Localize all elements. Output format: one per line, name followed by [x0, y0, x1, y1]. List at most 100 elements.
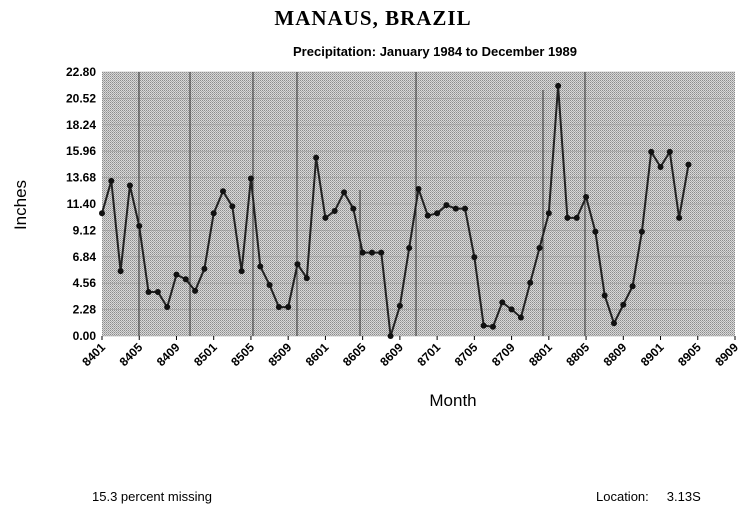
- x-tick-label: 8709: [489, 340, 518, 369]
- data-point: [117, 268, 124, 275]
- y-axis-label: Inches: [11, 180, 30, 230]
- x-tick-label: 8701: [414, 340, 443, 369]
- data-point: [601, 292, 608, 299]
- x-tick-label: 8509: [266, 340, 295, 369]
- data-point: [378, 249, 385, 256]
- y-tick-label: 6.84: [73, 250, 97, 264]
- location-value: 3.13S: [666, 489, 701, 504]
- x-tick-label: 8401: [79, 340, 108, 369]
- x-tick-label: 8501: [191, 340, 220, 369]
- data-point: [247, 175, 254, 182]
- data-point: [462, 205, 469, 212]
- data-point: [182, 276, 189, 283]
- data-point: [443, 202, 450, 209]
- data-point: [201, 265, 208, 272]
- y-tick-label: 15.96: [66, 144, 96, 158]
- data-point: [136, 223, 143, 229]
- data-point: [489, 323, 496, 330]
- data-point: [545, 210, 552, 217]
- series-layer: [99, 82, 692, 339]
- x-tick-label: 8905: [675, 340, 704, 369]
- data-point: [573, 214, 580, 221]
- y-axis: 0.00 2.28 4.56 6.84 9.12 11.40 13.68 15.96 18.24…: [66, 65, 96, 343]
- data-point: [294, 261, 301, 268]
- y-tick-label: 11.40: [67, 197, 97, 211]
- data-point: [238, 268, 245, 275]
- y-tick-label: 9.12: [73, 223, 97, 237]
- data-point: [331, 207, 338, 214]
- data-point: [610, 320, 617, 327]
- data-point: [210, 210, 217, 217]
- data-point: [676, 214, 683, 221]
- data-point: [285, 304, 292, 311]
- x-tick-label: 8705: [452, 340, 481, 369]
- location-label: Location:: [596, 489, 649, 504]
- data-point: [126, 182, 133, 189]
- data-point: [638, 228, 645, 235]
- data-point: [499, 299, 506, 306]
- data-point: [508, 306, 515, 313]
- data-point: [108, 177, 115, 184]
- y-tick-label: 22.80: [66, 65, 96, 79]
- data-point: [424, 212, 431, 219]
- y-tick-label: 20.52: [66, 91, 96, 105]
- data-point: [629, 283, 636, 290]
- data-point: [154, 289, 161, 295]
- series-line: [101, 85, 690, 337]
- x-tick-label: 8609: [377, 340, 406, 369]
- data-point: [275, 304, 282, 311]
- data-point: [480, 322, 487, 329]
- x-tick-label: 8901: [638, 340, 667, 369]
- data-point: [434, 210, 441, 217]
- data-point: [452, 205, 459, 212]
- y-tick-label: 4.56: [73, 276, 97, 290]
- data-point: [359, 249, 366, 256]
- location-info: Location: 3.13S: [596, 489, 701, 504]
- data-point: [555, 82, 562, 89]
- missing-data-note: 15.3 percent missing: [92, 489, 212, 504]
- data-point: [471, 254, 478, 261]
- data-point: [173, 271, 180, 278]
- data-point: [620, 301, 627, 308]
- data-point: [396, 302, 403, 309]
- x-axis: 8401 8405 8409 8501 8505 8509 8601 8605 8609 8701…: [79, 336, 741, 369]
- data-point: [527, 279, 534, 286]
- x-tick-label: 8605: [340, 340, 369, 369]
- data-point: [583, 194, 590, 201]
- x-tick-label: 8405: [117, 340, 146, 369]
- grid-layer: [102, 71, 735, 337]
- data-point: [368, 249, 375, 256]
- data-point: [685, 161, 692, 168]
- data-point: [257, 263, 264, 270]
- data-point: [657, 163, 664, 170]
- data-point: [536, 245, 543, 251]
- data-point: [406, 245, 413, 251]
- data-point: [266, 282, 273, 289]
- x-tick-label: 8809: [601, 340, 630, 369]
- data-point: [666, 148, 673, 155]
- data-point: [341, 189, 348, 196]
- x-tick-label: 8805: [563, 340, 592, 369]
- y-tick-label: 2.28: [73, 303, 97, 317]
- data-point: [229, 203, 236, 210]
- data-point: [220, 188, 227, 195]
- chart-subtitle: Precipitation: January 1984 to December …: [293, 44, 577, 59]
- y-tick-label: 0.00: [73, 329, 97, 343]
- data-point: [303, 275, 310, 282]
- y-tick-label: 18.24: [66, 118, 96, 132]
- data-point: [517, 314, 524, 321]
- data-point: [387, 333, 394, 339]
- x-axis-label: Month: [429, 391, 476, 410]
- data-point: [192, 287, 199, 294]
- data-point: [164, 304, 171, 311]
- data-point: [350, 205, 357, 212]
- x-tick-label: 8601: [303, 340, 332, 369]
- data-point: [145, 289, 152, 295]
- x-tick-label: 8505: [228, 340, 257, 369]
- x-tick-label: 8909: [712, 340, 741, 369]
- data-point: [322, 214, 329, 221]
- data-point: [564, 214, 571, 221]
- x-tick-label: 8409: [154, 340, 183, 369]
- data-point: [648, 148, 655, 155]
